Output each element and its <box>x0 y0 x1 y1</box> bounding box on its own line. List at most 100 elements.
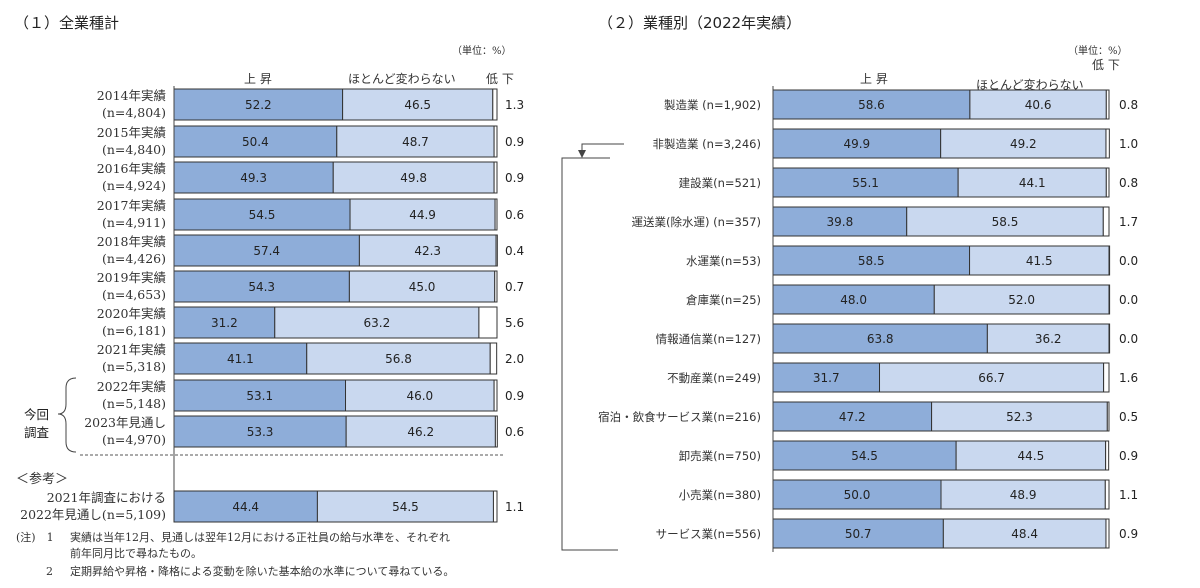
p2-row-1-category: 非製造業 (n=3,246) <box>653 137 761 151</box>
p2-row-1-label-up: 49.9 <box>843 137 870 151</box>
p1-row-8-bar-down <box>493 379 498 412</box>
p1-row-0-bar-down <box>492 88 498 121</box>
p2-row-9-bar-down <box>1105 440 1110 471</box>
p2-row-0-bar-up <box>772 89 971 120</box>
p1-row-7-category-line1: 2021年実績 <box>97 342 166 357</box>
p2-row-6-bar-down <box>1108 323 1111 354</box>
p2-row-5-label-same: 52.0 <box>1008 293 1035 307</box>
p1-brace <box>57 377 77 453</box>
p1-row-5-category-line2: (n=4,653) <box>102 287 166 302</box>
p2-row-9-category: 卸売業(n=750) <box>679 449 761 463</box>
p2-row-7-bar-down <box>1103 362 1110 393</box>
p2-row-4-bar-same <box>969 245 1110 276</box>
p1-row-0-bar-up <box>173 88 344 121</box>
p1-row-4-category-line1: 2018年実績 <box>97 234 166 249</box>
p2-row-7-bar-up <box>772 362 881 393</box>
p1-row-2-label-up: 49.3 <box>240 171 267 185</box>
p1-ref-row-bar-same <box>316 490 494 523</box>
p1-row-2-bar-same <box>332 161 495 194</box>
p1-row-9-bar-down <box>494 415 498 448</box>
p1-row-9-bar-up <box>173 415 347 448</box>
p1-row-4-label-down: 0.4 <box>505 244 524 258</box>
p2-row-3-label-same: 58.5 <box>992 215 1019 229</box>
p2-row-4-label-same: 41.5 <box>1026 254 1053 268</box>
bracket-label-line2: 調査 <box>24 425 50 440</box>
p2-row-6-bar-same <box>986 323 1110 354</box>
p1-row-4-bar-same <box>358 234 497 267</box>
p2-row-8-label-same: 52.3 <box>1006 410 1033 424</box>
p1-row-4-category-line2: (n=4,426) <box>102 251 166 266</box>
p1-row-3-category-line1: 2017年実績 <box>97 198 166 213</box>
p2-row-5-bar-down <box>1108 284 1111 315</box>
p2-row-3-bar-same <box>906 206 1104 237</box>
p1-row-2-category-line1: 2016年実績 <box>97 161 166 176</box>
p2-row-6-label-down: 0.0 <box>1119 332 1138 346</box>
p1-row-1-bar-down <box>493 125 498 158</box>
p2-row-6-category: 情報通信業(n=127) <box>656 332 761 346</box>
panel1-unit: （単位：%） <box>452 46 512 57</box>
p1-row-8-bar-up <box>173 379 347 412</box>
p2-row-1-bar-down <box>1105 128 1110 159</box>
p1-row-8-category-line1: 2022年実績 <box>97 379 166 394</box>
p2-row-11-bar-same <box>942 518 1107 549</box>
p2-row-10-bar-down <box>1104 479 1110 510</box>
p1-ref-row-bar-up <box>173 490 318 523</box>
p1-row-5-bar-same <box>348 270 496 303</box>
p2-row-9-label-up: 54.5 <box>851 449 878 463</box>
p2-row-9-bar-same <box>955 440 1107 471</box>
p2-row-7-label-same: 66.7 <box>978 371 1005 385</box>
p2-row-0-label-up: 58.6 <box>858 98 885 112</box>
p2-row-7-label-down: 1.6 <box>1119 371 1138 385</box>
p1-row-8-label-same: 46.0 <box>406 389 433 403</box>
p2-row-9-bar-up <box>772 440 957 471</box>
p1-row-8-label-up: 53.1 <box>246 389 273 403</box>
p1-row-7-bar-same <box>306 342 491 375</box>
p2-row-4-label-up: 58.5 <box>858 254 885 268</box>
p1-row-1-bar-same <box>336 125 495 158</box>
p1-row-4-label-up: 57.4 <box>253 244 280 258</box>
p1-row-4-bar-down <box>495 234 498 267</box>
p1-row-3-bar-up <box>173 198 351 231</box>
p1-row-6-label-up: 31.2 <box>211 316 238 330</box>
p2-row-1-label-down: 1.0 <box>1119 137 1138 151</box>
p1-row-0-bar-same <box>342 88 494 121</box>
p2-row-10-category: 小売業(n=380) <box>679 488 761 502</box>
p1-row-3-bar-down <box>494 198 498 231</box>
p1-ref-row-category-line2: 2022年見通し(n=5,109) <box>20 507 166 522</box>
panel2-legend-same: ほとんど変わらない <box>976 78 1084 92</box>
p2-bracket-line <box>561 157 618 551</box>
p2-row-2-label-same: 44.1 <box>1019 176 1046 190</box>
p2-row-5-category: 倉庫業(n=25) <box>686 293 761 307</box>
reference-label: ＜参考＞ <box>16 472 69 487</box>
panel1-title: （１）全業種計 <box>14 14 120 32</box>
p2-row-11-label-same: 48.4 <box>1011 527 1038 541</box>
p1-row-1-label-same: 48.7 <box>402 135 429 149</box>
p1-row-6-bar-down <box>478 306 498 339</box>
note-2-mark: 2 <box>46 565 53 578</box>
p2-row-2-label-up: 55.1 <box>852 176 879 190</box>
p1-row-1-category-line1: 2015年実績 <box>97 125 166 140</box>
p1-row-6-label-same: 63.2 <box>363 316 390 330</box>
p2-row-4-bar-up <box>772 245 971 276</box>
p1-row-2-label-same: 49.8 <box>400 171 427 185</box>
p2-row-3-label-down: 1.7 <box>1119 215 1138 229</box>
p1-row-3-label-up: 54.5 <box>249 208 276 222</box>
p2-row-11-category: サービス業(n=556) <box>656 527 761 541</box>
panel2-legend-up: 上 昇 <box>860 72 888 86</box>
note-1-cont: 前年同月比で尋ねたもの。 <box>70 547 202 560</box>
p1-row-3-category-line2: (n=4,911) <box>102 215 166 230</box>
p2-row-1-bar-same <box>940 128 1107 159</box>
p2-row-1-label-same: 49.2 <box>1010 137 1037 151</box>
p2-row-10-bar-same <box>940 479 1106 510</box>
p2-row-0-bar-same <box>969 89 1107 120</box>
p2-row-8-label-down: 0.5 <box>1119 410 1138 424</box>
note-2-text: 定期昇給や昇格・降格による変動を除いた基本給の水準について尋ねている。 <box>70 565 455 578</box>
p2-row-9-label-same: 44.5 <box>1018 449 1045 463</box>
p2-row-5-label-down: 0.0 <box>1119 293 1138 307</box>
p2-row-5-label-up: 48.0 <box>840 293 867 307</box>
p1-row-9-label-same: 46.2 <box>407 425 434 439</box>
p1-row-7-bar-down <box>489 342 498 375</box>
p1-row-7-label-down: 2.0 <box>505 352 524 366</box>
p2-row-0-label-down: 0.8 <box>1119 98 1138 112</box>
